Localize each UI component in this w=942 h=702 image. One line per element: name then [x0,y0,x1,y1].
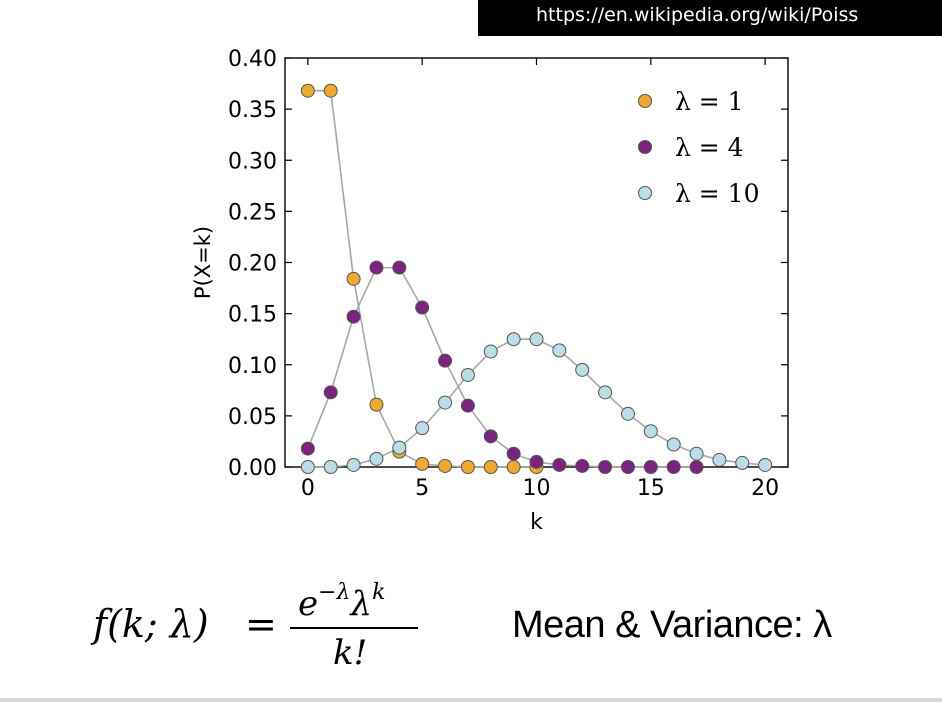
formula-numerator: e−λλk [298,580,385,624]
data-point [300,460,315,474]
data-point [598,460,613,474]
bottom-divider [0,698,942,702]
plot-frame [284,57,789,468]
data-point [438,395,453,410]
legend-marker [638,186,652,200]
data-point [300,441,315,456]
series-line [307,266,697,468]
data-point [689,460,704,474]
data-point [346,309,361,324]
data-point [323,83,338,98]
formula-fraction-bar [290,627,418,629]
data-point [415,300,430,315]
data-point [575,458,590,473]
x-tick-label: 0 [301,476,315,501]
legend-label: λ = 4 [675,133,744,162]
legend-marker [638,94,652,108]
y-tick-label: 0.15 [228,303,277,328]
data-point [369,451,384,466]
data-point [620,460,635,474]
legend-label: λ = 1 [675,87,744,116]
data-point [392,260,407,275]
data-point [415,421,430,436]
data-point [689,446,704,461]
data-point [300,83,315,98]
y-tick-label: 0.05 [228,405,277,430]
data-point [483,429,498,444]
data-point [506,446,521,461]
data-point [415,456,430,471]
formula-lambda-exponent: k [372,580,386,605]
mean-variance-text: Mean & Variance: λ [512,604,832,646]
data-point [506,332,521,347]
data-point [506,460,521,474]
y-tick-label: 0.30 [228,149,277,174]
poisson-pmf-formula: f(k; λ) = e−λλk k! [93,580,433,680]
x-tick-label: 15 [637,476,665,501]
data-point [620,406,635,421]
y-tick-label: 0.10 [228,354,277,379]
formula-lambda: λ [350,584,373,624]
x-tick-label: 10 [523,476,551,501]
data-point [552,457,567,472]
y-tick-label: 0.35 [228,98,277,123]
data-point [598,385,613,400]
x-tick-label: 5 [415,476,429,501]
data-point [529,332,544,347]
formula-equals: = [245,602,277,646]
y-axis-label: P(X=k) [191,226,215,299]
data-point [483,344,498,359]
formula-e: e [298,584,319,624]
x-tick-label: 20 [751,476,779,501]
data-point [552,343,567,358]
data-point [346,457,361,472]
y-tick-label: 0.00 [228,456,277,481]
data-point [712,452,727,467]
data-point [735,455,750,470]
series-line [307,89,537,468]
legend-marker [638,140,652,154]
formula-denominator: k! [333,633,368,673]
data-point [666,437,681,452]
data-point [643,424,658,439]
x-axis-label: k [530,510,543,535]
data-point [460,367,475,382]
data-point [529,454,544,469]
y-tick-label: 0.25 [228,200,277,225]
formula-e-exponent: −λ [318,580,351,605]
data-point [323,385,338,400]
data-point [758,457,773,472]
y-tick-label: 0.20 [228,252,277,277]
formula-lhs: f(k; λ) [93,602,209,646]
data-point [643,460,658,474]
data-point [575,362,590,377]
data-point [460,398,475,413]
legend-label: λ = 10 [675,179,760,208]
data-point [323,460,338,474]
data-point [666,460,681,474]
y-tick-label: 0.40 [228,47,277,72]
data-point [346,271,361,286]
data-point [438,458,453,473]
data-point [460,460,475,474]
data-point [369,397,384,412]
data-point [438,353,453,368]
data-point [483,460,498,474]
data-point [369,260,384,275]
url-banner: https://en.wikipedia.org/wiki/Poiss [478,0,942,36]
poisson-chart: 0.00 0.05 0.10 0.15 0.20 0.25 0.30 0.35 0.40 0 5 10… [191,47,789,535]
data-point [392,440,407,455]
